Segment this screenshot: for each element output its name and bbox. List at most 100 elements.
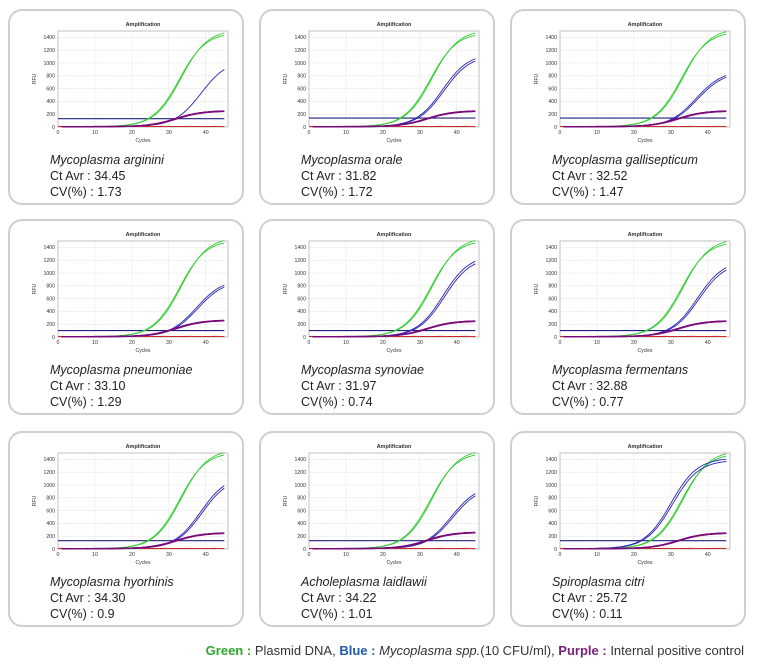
amplification-curve-purple [312, 532, 476, 550]
x-tick-label: 20 [631, 130, 637, 136]
species-name: Mycoplasma orale [301, 153, 403, 167]
legend: Green : Plasmid DNA, Blue : Mycoplasma s… [206, 643, 744, 658]
y-tick-label: 800 [46, 284, 55, 290]
y-tick-label: 1000 [545, 483, 557, 489]
chart-title: Amplification [126, 22, 161, 28]
amplification-chart: Amplification 0 200 400 600 800 1000 1200 1400 0 1… [279, 17, 483, 147]
y-tick-label: 1000 [43, 61, 55, 67]
y-tick-label: 600 [548, 86, 557, 92]
ct-average: Ct Avr : 34.22 [301, 591, 377, 605]
chart-title: Amplification [126, 232, 161, 238]
y-tick-label: 0 [554, 335, 557, 341]
chart-svg: Amplification 0 200 400 600 800 1000 1200 1400 0 1… [32, 22, 229, 144]
x-tick-label: 30 [166, 130, 172, 136]
x-tick-label: 0 [559, 130, 562, 136]
species-name: Mycoplasma pneumoniae [50, 363, 193, 377]
x-tick-label: 10 [92, 130, 98, 136]
legend-blue-text: (10 CFU/ml), [480, 643, 555, 658]
species-name: Mycoplasma synoviae [301, 363, 424, 377]
x-tick-label: 0 [308, 552, 311, 558]
chart-card-mycoplasma-fermentans: Amplification 0 200 400 600 800 1000 1200 1400 0 1… [510, 219, 746, 415]
cv-percent: CV(%) : 0.9 [50, 607, 115, 621]
x-tick-label: 10 [92, 340, 98, 346]
y-tick-label: 0 [52, 547, 55, 553]
amplification-chart: Amplification 0 200 400 600 800 1000 1200 1400 0 1… [530, 439, 734, 569]
y-tick-label: 400 [297, 309, 306, 315]
y-tick-label: 1400 [294, 35, 306, 41]
y-tick-label: 400 [46, 99, 55, 105]
x-tick-label: 0 [57, 552, 60, 558]
x-axis-label: Cycles [135, 560, 151, 566]
y-tick-label: 200 [297, 534, 306, 540]
chart-card-mycoplasma-pneumoniae: Amplification 0 200 400 600 800 1000 1200 1400 0 1… [8, 219, 244, 415]
x-tick-label: 30 [417, 340, 423, 346]
y-tick-label: 200 [548, 112, 557, 118]
ct-average: Ct Avr : 34.45 [50, 169, 126, 183]
ct-average: Ct Avr : 25.72 [552, 591, 628, 605]
cv-percent: CV(%) : 1.01 [301, 607, 373, 621]
x-tick-label: 0 [308, 340, 311, 346]
y-tick-label: 400 [46, 309, 55, 315]
y-tick-label: 800 [548, 284, 557, 290]
y-tick-label: 200 [46, 112, 55, 118]
legend-purple-key: Purple : [558, 643, 607, 658]
chart-title: Amplification [628, 232, 663, 238]
species-name: Mycoplasma fermentans [552, 363, 689, 377]
amplification-curve-purple [312, 320, 476, 338]
x-tick-label: 20 [631, 340, 637, 346]
x-axis-label: Cycles [637, 138, 653, 144]
y-axis-label: RFU [32, 283, 38, 294]
chart-svg: Amplification 0 200 400 600 800 1000 1200 1400 0 1… [32, 232, 229, 354]
y-axis-label: RFU [534, 283, 540, 294]
amplification-chart: Amplification 0 200 400 600 800 1000 1200 1400 0 1… [530, 227, 734, 357]
y-tick-label: 1400 [545, 35, 557, 41]
y-tick-label: 400 [548, 99, 557, 105]
x-tick-label: 0 [559, 340, 562, 346]
legend-green-key: Green : [205, 643, 252, 658]
ct-average: Ct Avr : 32.88 [552, 379, 628, 393]
y-tick-label: 600 [297, 86, 306, 92]
x-axis-label: Cycles [386, 560, 402, 566]
x-tick-label: 10 [594, 552, 600, 558]
x-tick-label: 30 [417, 130, 423, 136]
y-axis-label: RFU [283, 73, 289, 84]
y-axis-label: RFU [283, 495, 289, 506]
y-tick-label: 600 [548, 296, 557, 302]
ct-average: Ct Avr : 31.97 [301, 379, 377, 393]
y-tick-label: 1200 [294, 258, 306, 264]
chart-svg: Amplification 0 200 400 600 800 1000 1200 1400 0 1… [534, 22, 731, 144]
cv-percent: CV(%) : 1.47 [552, 185, 624, 199]
amplification-chart: Amplification 0 200 400 600 800 1000 1200 1400 0 1… [28, 17, 232, 147]
x-tick-label: 30 [668, 552, 674, 558]
x-tick-label: 20 [631, 552, 637, 558]
y-tick-label: 1400 [294, 457, 306, 463]
cv-percent: CV(%) : 0.74 [301, 395, 373, 409]
y-tick-label: 1400 [43, 35, 55, 41]
y-tick-label: 1200 [43, 470, 55, 476]
legend-blue-key: Blue : [339, 643, 376, 658]
amplification-chart: Amplification 0 200 400 600 800 1000 1200 1400 0 1… [279, 439, 483, 569]
chart-card-mycoplasma-hyorhinis: Amplification 0 200 400 600 800 1000 1200 1400 0 1… [8, 431, 244, 627]
species-name: Mycoplasma hyorhinis [50, 575, 174, 589]
species-name: Spiroplasma citri [552, 575, 645, 589]
plot-area [57, 30, 229, 128]
species-name: Mycoplasma gallisepticum [552, 153, 698, 167]
x-tick-label: 40 [203, 552, 209, 558]
y-tick-label: 400 [46, 521, 55, 527]
y-tick-label: 800 [297, 284, 306, 290]
x-tick-label: 40 [454, 340, 460, 346]
y-tick-label: 800 [297, 74, 306, 80]
chart-svg: Amplification 0 200 400 600 800 1000 1200 1400 0 1… [283, 22, 480, 144]
x-axis-label: Cycles [135, 138, 151, 144]
y-tick-label: 1200 [545, 470, 557, 476]
x-tick-label: 20 [380, 552, 386, 558]
y-axis-label: RFU [534, 495, 540, 506]
chart-svg: Amplification 0 200 400 600 800 1000 1200 1400 0 1… [283, 444, 480, 566]
x-tick-label: 10 [343, 130, 349, 136]
species-name: Acholeplasma laidlawii [301, 575, 427, 589]
y-tick-label: 1400 [43, 457, 55, 463]
amplification-curve-purple [61, 532, 225, 550]
y-tick-label: 600 [297, 296, 306, 302]
y-tick-label: 1200 [545, 48, 557, 54]
legend-blue-text-italic: Mycoplasma spp. [379, 643, 481, 658]
